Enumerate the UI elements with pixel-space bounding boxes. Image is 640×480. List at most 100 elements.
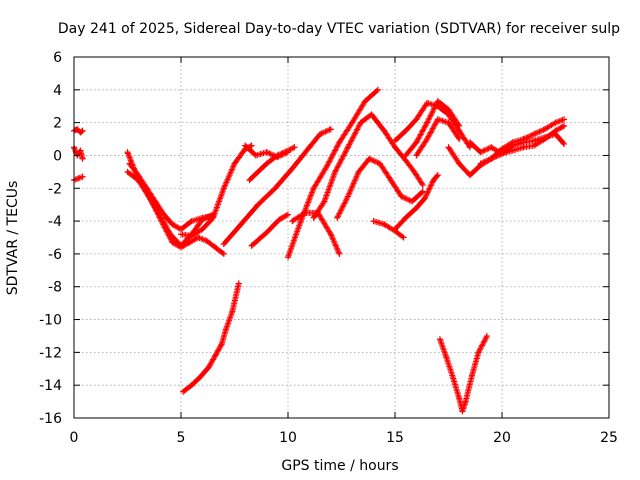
series-arc-14 [310,111,426,221]
data-point [456,160,463,167]
data-point [297,218,304,225]
data-point [552,119,559,126]
data-point [541,126,548,133]
data-point [289,165,296,172]
data-point [434,116,441,123]
data-point [445,144,452,151]
data-point [430,177,437,184]
data-point [449,373,456,380]
x-tick-label: 10 [279,430,297,446]
data-point [392,144,398,151]
data-point [205,364,212,371]
data-point [263,229,270,236]
data-point [212,352,219,359]
data-point [248,142,255,149]
data-point [317,131,324,138]
data-point [462,398,469,405]
data-point [411,168,418,175]
data-point [263,149,270,156]
data-point [197,373,204,380]
data-point [475,349,482,356]
data-point [126,160,133,167]
data-point [357,119,364,126]
data-point [456,395,463,402]
data-point [135,172,142,179]
data-point [79,173,86,180]
data-point [210,214,217,221]
data-point [291,144,298,151]
data-point [180,388,187,395]
series-markers [436,333,490,415]
data-point [220,250,227,257]
data-point [413,116,420,123]
data-point [188,218,195,225]
data-point [302,209,309,216]
data-point [310,214,317,221]
data-point [327,231,334,238]
data-point [334,214,341,221]
data-point [466,139,473,146]
data-point [276,216,283,223]
series-arc-03 [71,173,86,184]
data-point [195,234,202,241]
data-point [541,136,548,143]
data-point [561,140,568,147]
y-tick-label: -8 [48,280,62,296]
data-point [561,122,568,129]
data-point [552,127,559,134]
y-tick-label: 2 [53,116,62,132]
data-point [419,188,426,195]
data-point [561,116,568,123]
data-point [274,152,281,159]
data-point [186,239,193,246]
data-point [203,237,210,244]
data-point [188,232,195,239]
x-tick-label: 20 [493,430,511,446]
data-point [220,241,227,248]
data-point [212,244,219,251]
data-point [231,160,238,167]
data-point [178,242,184,249]
chart-title: Day 241 of 2025, Sidereal Day-to-day VTE… [58,21,620,37]
data-point [445,119,452,126]
data-point [421,195,428,202]
data-point [310,185,317,192]
data-point [336,139,343,146]
data-point [237,221,244,228]
data-point [199,226,206,233]
x-tick-label: 0 [70,430,79,446]
y-tick-label: -12 [39,345,62,361]
series-arc-23 [477,122,568,167]
data-point [402,152,409,159]
data-point [323,163,330,170]
data-point [381,127,388,134]
series-arc-16 [370,218,407,241]
data-point [398,193,405,200]
data-point [229,308,236,315]
data-point [402,214,409,221]
data-point [178,231,184,238]
series-layer [71,86,568,415]
data-point [413,204,420,211]
data-point [387,177,394,184]
series-arc-02 [71,144,86,162]
data-point [366,155,373,162]
data-point [285,147,291,154]
y-tick-label: 4 [53,83,62,99]
y-axis: -16 -14 -12 -10 -8 -6 -4 -2 0 2 4 6 [39,50,62,427]
data-point [531,131,538,138]
data-point [368,111,375,118]
data-point [443,354,450,361]
data-point [255,168,262,175]
y-tick-label: 6 [53,50,62,66]
data-point [332,168,339,175]
series-arc-01 [71,126,86,136]
data-point [400,234,407,241]
data-point [255,201,262,208]
x-tick-label: 5 [177,430,186,446]
series-arc-19 [402,98,463,159]
series-arc-10 [246,144,298,184]
data-point [469,372,476,379]
y-tick-label: -14 [39,378,62,394]
